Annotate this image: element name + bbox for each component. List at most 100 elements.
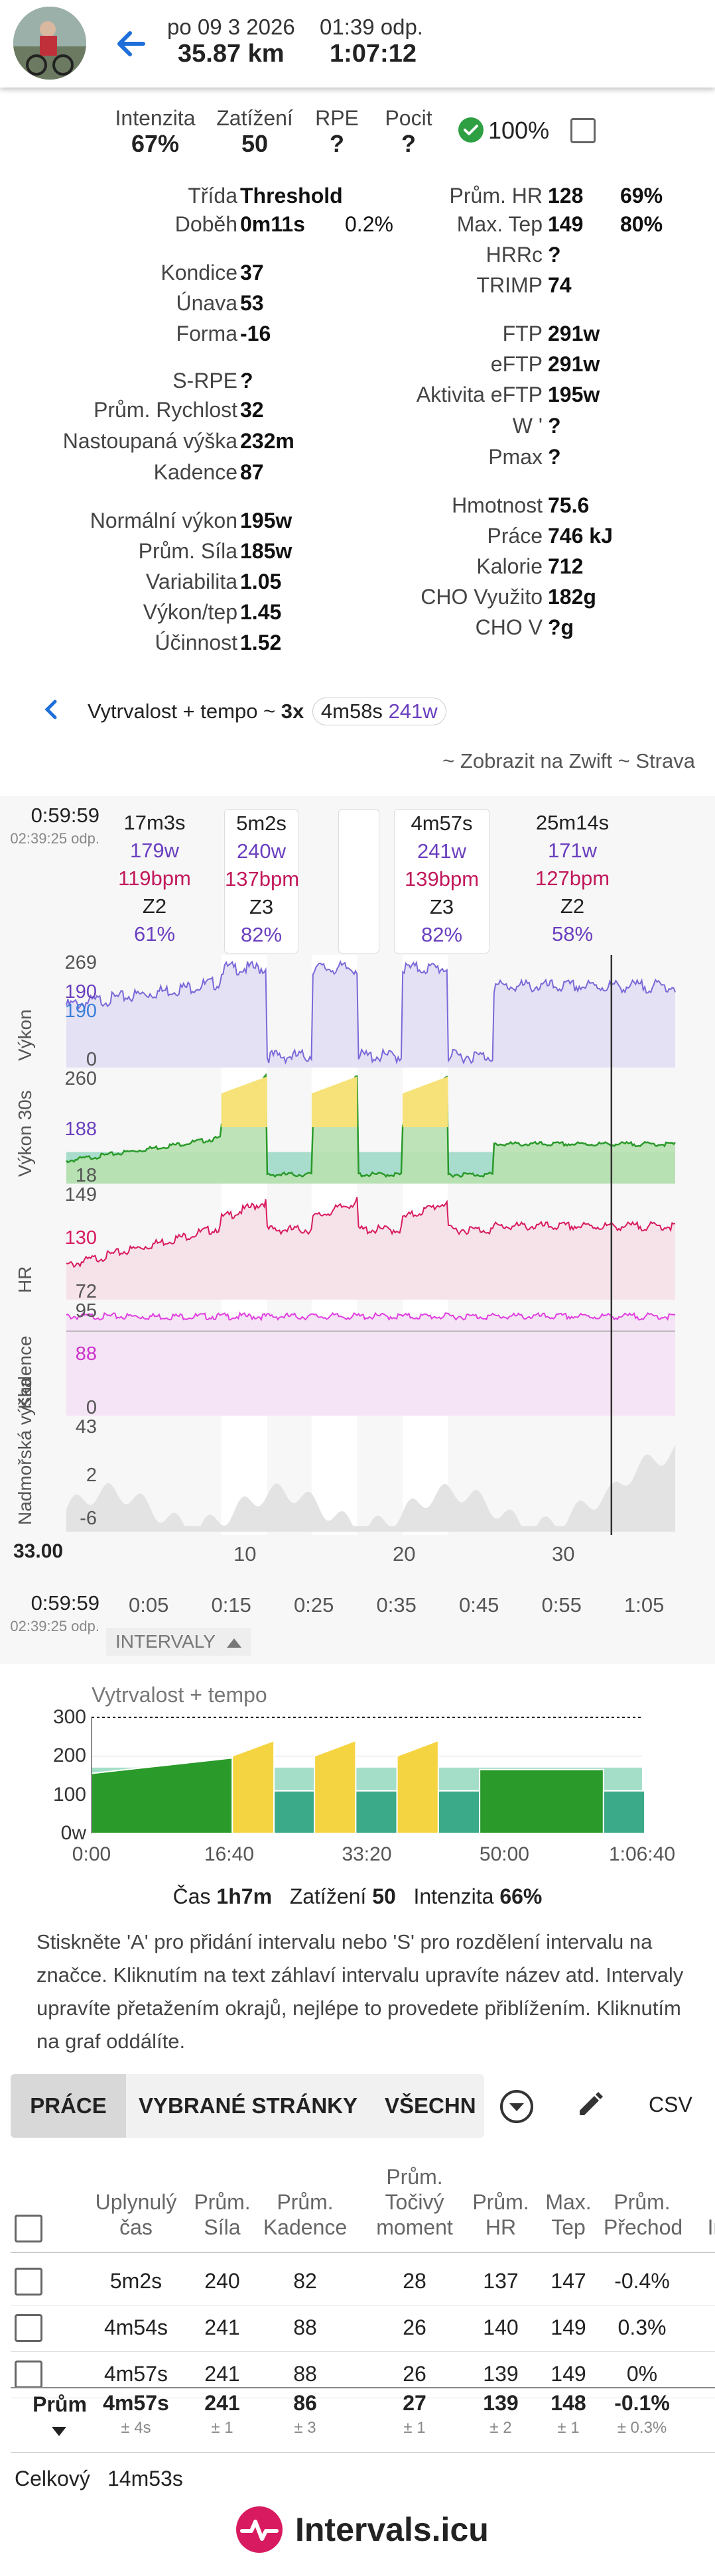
select-all-checkbox[interactable]	[15, 2215, 42, 2242]
workout-dur: 4m58s	[320, 700, 383, 723]
avatar[interactable]	[13, 7, 86, 80]
plan-step-8[interactable]	[479, 1768, 604, 1834]
avg-cell: 241	[204, 2391, 240, 2415]
avg-speed-label: Prům. Rychlost	[94, 398, 237, 422]
brand-name[interactable]: Intervals.icu	[295, 2511, 489, 2548]
plan-step-2[interactable]	[231, 1739, 275, 1834]
plan-step-3[interactable]	[273, 1790, 316, 1834]
ftp-label: FTP	[502, 322, 543, 345]
efficiency-value: 1.52	[240, 631, 282, 654]
plan-x-tick-3: 33:20	[342, 1843, 392, 1865]
interval-zone: Z2	[142, 894, 167, 918]
row-checkbox-1[interactable]	[15, 2268, 42, 2296]
wprime-label: W '	[512, 414, 543, 438]
power-hr-value: 1.45	[240, 600, 282, 624]
caret-up-icon	[227, 1638, 242, 1648]
table-header-4[interactable]: Prům. Točivý moment	[376, 2165, 453, 2239]
avg-dev-cell: ± 0.3%	[617, 2419, 667, 2437]
plan-step-7[interactable]	[437, 1790, 481, 1834]
interval-box-4[interactable]: 4m57s 241w 139bpm Z3 82%	[394, 809, 489, 953]
interval-hr: 139bpm	[404, 867, 480, 890]
plan-step-9[interactable]	[602, 1790, 646, 1834]
load-value[interactable]: 50	[241, 130, 269, 157]
row-checkbox-2[interactable]	[15, 2314, 42, 2342]
plan-step-5[interactable]	[355, 1790, 398, 1834]
interval-hr: 137bpm	[225, 867, 300, 890]
table-header-3[interactable]: Prům. Kadence	[263, 2190, 348, 2239]
tab-selected-pages[interactable]: VYBRANÉ STRÁNKY	[138, 2093, 358, 2118]
srpe-label: S-RPE	[172, 369, 237, 393]
chevron-left-icon[interactable]	[38, 696, 65, 723]
coast-value: 0m11s	[240, 212, 305, 236]
avg-hr-pct: 69%	[620, 184, 663, 208]
zwift-link[interactable]: Zwift	[568, 749, 613, 772]
feel-value[interactable]: ?	[401, 130, 416, 157]
table-header-1[interactable]: Uplynulý čas	[95, 2190, 177, 2239]
panel-5-tick-2: 2	[86, 1465, 97, 1486]
row-divider	[11, 2351, 715, 2352]
normalized-power-value: 195w	[240, 509, 292, 532]
back-arrow-icon[interactable]	[111, 24, 151, 64]
intervals-toggle[interactable]: INTERVALY	[106, 1628, 251, 1656]
sort-down-icon[interactable]	[52, 2427, 66, 2436]
interval-box-2[interactable]: 5m2s 240w 137bpm Z3 82%	[224, 809, 300, 953]
plan-x-tick-5: 1:06:40	[608, 1843, 676, 1865]
table-header-8[interactable]: In	[707, 2215, 715, 2239]
avg-power-value: 185w	[240, 539, 292, 563]
table-cell: 4m54s	[103, 2315, 168, 2339]
interval-box-1[interactable]: 17m3s 179w 119bpm Z2 61%	[111, 809, 198, 953]
app-header: po 09 3 2026 01:39 odp. 35.87 km 1:07:12	[0, 0, 715, 88]
dropdown-circle-icon[interactable]	[499, 2089, 535, 2124]
hr-area	[66, 1197, 675, 1300]
cho-used-value: 182g	[548, 585, 596, 609]
table-cell: 5m2s	[109, 2269, 162, 2293]
table-header-7[interactable]: Prům. Přechod	[604, 2190, 683, 2239]
plan-step-6[interactable]	[396, 1739, 439, 1834]
cursor-clock: 02:39:25 odp.	[10, 830, 99, 847]
feel-checkbox[interactable]	[570, 118, 596, 143]
table-cell: 28	[403, 2269, 426, 2293]
hrrc-label: HRRc	[486, 243, 543, 267]
form-value: -16	[240, 322, 271, 345]
table-cell: 241	[204, 2315, 240, 2339]
interval-box-5[interactable]: 25m14s 171w 127bpm Z2 58%	[504, 809, 641, 953]
interval-box-3[interactable]	[338, 809, 379, 953]
avg-cell: 148	[551, 2391, 586, 2415]
rpe-value[interactable]: ?	[330, 130, 344, 157]
table-header-2[interactable]: Prům. Síla	[194, 2190, 251, 2239]
tab-work[interactable]: PRÁCE	[11, 2074, 126, 2138]
plan-step-4[interactable]	[314, 1739, 357, 1834]
srpe-value: ?	[240, 369, 253, 393]
interval-power: 179w	[129, 839, 180, 862]
work-value: 746 kJ	[548, 524, 613, 548]
intensity-value[interactable]: 67%	[131, 130, 180, 157]
bottom-clock: 02:39:25 odp.	[10, 1618, 99, 1634]
avg-dev-cell: ± 1	[211, 2419, 233, 2437]
trimp-label: TRIMP	[476, 273, 543, 297]
activity-streams[interactable]	[0, 955, 715, 1538]
csv-button[interactable]: CSV	[649, 2093, 692, 2116]
table-cell: 26	[403, 2362, 426, 2386]
avg-label: Prům	[32, 2392, 87, 2416]
tab-all[interactable]: VŠECHN	[385, 2093, 476, 2118]
row-checkbox-3[interactable]	[15, 2361, 42, 2388]
panel-1-tick-1: 269	[64, 951, 97, 973]
table-header-6[interactable]: Max. Tep	[545, 2190, 592, 2239]
workout-plan-chart[interactable]	[0, 1714, 715, 1867]
plan-x-tick-1: 0:00	[72, 1843, 111, 1865]
avg-cell: 27	[403, 2391, 426, 2415]
activity-date: po 09 3 2026	[167, 15, 295, 39]
activity-eftp-label: Aktivita eFTP	[416, 383, 543, 406]
distance-tick-1: 10	[233, 1542, 257, 1565]
strava-link[interactable]: Strava	[635, 749, 695, 772]
table-header-5[interactable]: Prům. HR	[472, 2190, 529, 2239]
power30-peak-2	[311, 1076, 358, 1127]
interval-pct: 58%	[551, 922, 594, 946]
avg-hr-value: 128	[548, 184, 584, 208]
work-label: Práce	[487, 524, 543, 548]
workout-summary[interactable]: Vytrvalost + tempo ~ 3x 4m58s 241w	[88, 698, 446, 725]
interval-pct: 82%	[240, 923, 283, 946]
edit-pencil-icon[interactable]	[574, 2090, 605, 2120]
plan-load-value: 50	[372, 1884, 396, 1908]
fatigue-value: 53	[240, 291, 264, 315]
